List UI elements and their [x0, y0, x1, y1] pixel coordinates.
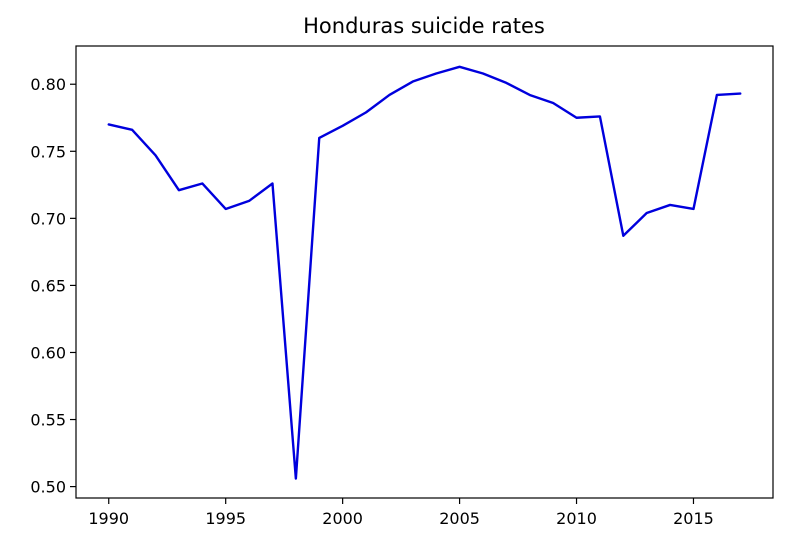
x-tick-label: 2015	[673, 509, 714, 528]
x-tick-label: 1995	[205, 509, 246, 528]
y-tick-label: 0.55	[30, 411, 66, 430]
x-axis: 1990 1995 2000 2005 2010 2015	[88, 498, 714, 528]
y-tick-label: 0.50	[30, 478, 66, 497]
y-tick-label: 0.80	[30, 75, 66, 94]
y-axis: 0.50 0.55 0.60 0.65 0.70 0.75 0.80	[30, 75, 76, 497]
x-tick-label: 2000	[322, 509, 363, 528]
y-tick-label: 0.75	[30, 142, 66, 161]
chart-title: Honduras suicide rates	[303, 14, 545, 38]
x-tick-label: 2010	[556, 509, 597, 528]
x-tick-label: 1990	[88, 509, 129, 528]
axes-frame	[75, 45, 774, 499]
y-tick-label: 0.65	[30, 276, 66, 295]
series-line	[107, 65, 742, 480]
plot-area	[107, 65, 742, 480]
y-tick-label: 0.60	[30, 343, 66, 362]
y-tick-label: 0.70	[30, 209, 66, 228]
x-tick-label: 2005	[439, 509, 480, 528]
